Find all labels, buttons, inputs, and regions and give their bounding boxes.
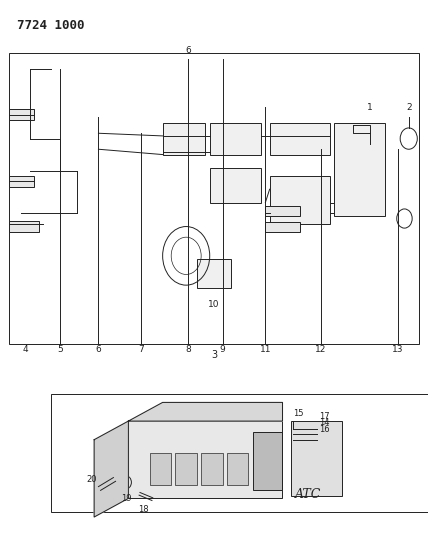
Text: 18: 18 [138, 505, 149, 514]
Bar [163, 123, 205, 155]
Bar [265, 206, 300, 216]
Text: 15: 15 [293, 409, 304, 418]
Text: 4: 4 [23, 345, 29, 354]
Text: 12: 12 [315, 345, 327, 354]
Bar [270, 176, 330, 224]
Text: 7: 7 [138, 345, 144, 354]
Text: 11: 11 [260, 345, 271, 354]
Text: 14: 14 [319, 418, 330, 427]
Bar [51, 394, 428, 512]
Bar [334, 123, 385, 216]
Bar [210, 123, 261, 155]
Polygon shape [94, 421, 128, 517]
Bar [9, 221, 39, 232]
Bar [210, 168, 261, 203]
Text: 19: 19 [121, 494, 131, 503]
Bar [253, 432, 282, 490]
Bar [227, 453, 248, 485]
Text: 5: 5 [57, 345, 63, 354]
Bar [128, 421, 282, 498]
Polygon shape [128, 402, 282, 421]
Text: 6: 6 [185, 46, 191, 55]
Text: 1: 1 [367, 103, 373, 112]
Text: 20: 20 [87, 475, 97, 484]
Text: 7724 1000: 7724 1000 [17, 19, 85, 31]
Bar [291, 421, 342, 496]
Text: 17: 17 [319, 412, 330, 421]
Text: 10: 10 [208, 300, 220, 309]
Bar [270, 123, 330, 155]
Text: 2: 2 [406, 103, 412, 112]
Text: 16: 16 [319, 425, 330, 434]
Bar [197, 259, 231, 288]
Text: 6: 6 [95, 345, 101, 354]
Bar [150, 453, 171, 485]
Text: 3: 3 [211, 350, 217, 360]
Text: 13: 13 [392, 345, 404, 354]
Text: 8: 8 [185, 345, 191, 354]
Bar [9, 176, 34, 187]
Bar [9, 109, 34, 120]
Bar [265, 222, 300, 232]
Text: 9: 9 [220, 345, 226, 354]
Bar [9, 53, 419, 344]
Bar [201, 453, 223, 485]
Bar [175, 453, 197, 485]
Text: ATC: ATC [295, 488, 321, 501]
